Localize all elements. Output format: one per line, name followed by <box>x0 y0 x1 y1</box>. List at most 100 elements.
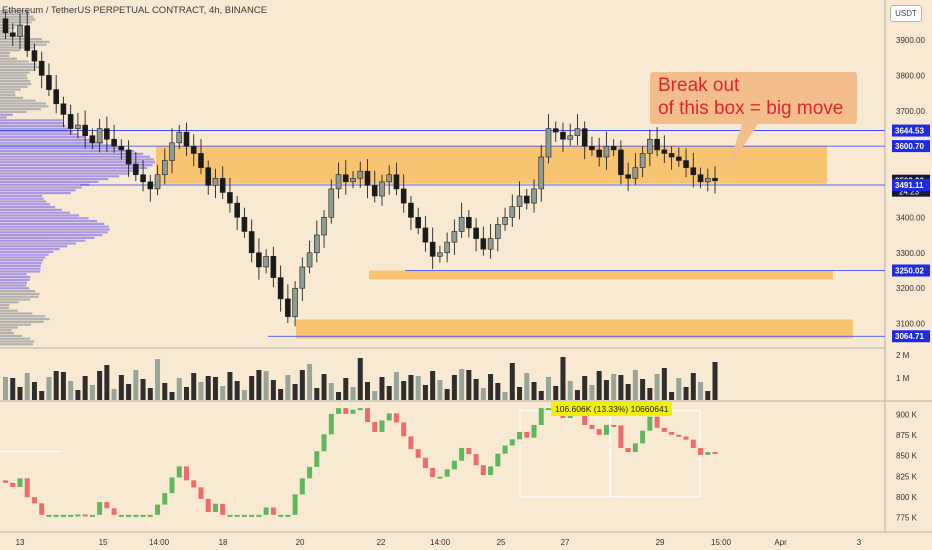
obv-candle <box>683 436 689 440</box>
profile-bar <box>0 301 19 304</box>
profile-bar <box>0 172 130 175</box>
obv-candle <box>111 508 117 515</box>
obv-candle <box>386 413 392 421</box>
profile-bar <box>0 337 31 340</box>
profile-bar <box>0 332 15 335</box>
profile-bar <box>0 312 33 315</box>
profile-bar <box>0 315 46 318</box>
obv-candle <box>437 476 443 479</box>
candle-body <box>668 153 675 158</box>
volume-bar <box>270 380 276 400</box>
profile-bar <box>0 99 36 102</box>
obv-candle <box>68 514 74 517</box>
candle-body <box>227 192 233 204</box>
obv-candle <box>97 502 103 515</box>
obv-candle <box>611 424 617 427</box>
candle-body <box>9 32 16 37</box>
candle-body <box>473 227 479 239</box>
price-tick-label: 3100.00 <box>896 320 925 329</box>
profile-bar <box>0 295 39 298</box>
price-label-text: 3491.11 <box>895 181 924 190</box>
profile-bar <box>0 334 23 337</box>
volume-bar <box>155 359 161 400</box>
candle-body <box>321 216 327 236</box>
candle-body <box>357 170 364 179</box>
candle-body <box>38 60 45 76</box>
profile-bar <box>0 256 46 259</box>
time-tick-label: 22 <box>377 538 386 547</box>
profile-bar <box>0 309 18 312</box>
candle-body <box>256 252 262 268</box>
profile-bar <box>0 141 104 144</box>
candle-body <box>408 202 414 218</box>
candle-body <box>625 174 631 179</box>
time-tick-label: 15 <box>99 538 108 547</box>
obv-candle <box>147 514 153 517</box>
volume-bar <box>582 376 588 400</box>
volume-bar <box>126 384 132 400</box>
profile-bar <box>0 57 18 60</box>
candle-body <box>82 124 88 137</box>
profile-bar <box>0 248 60 251</box>
obv-candle <box>140 514 146 517</box>
volume-bar <box>415 376 421 400</box>
currency-button[interactable]: USDT <box>890 5 922 22</box>
profile-bar <box>0 180 99 183</box>
volume-bar <box>524 373 530 400</box>
profile-bar <box>0 186 82 189</box>
profile-bar <box>0 110 27 113</box>
obv-candle <box>444 469 450 477</box>
candle-body <box>17 25 23 37</box>
obv-candle <box>669 431 675 435</box>
candle-body <box>183 131 190 147</box>
candle-body <box>46 75 52 90</box>
profile-bar <box>0 164 153 167</box>
volume-bar <box>53 371 59 400</box>
obv-candle <box>676 434 682 437</box>
time-tick-label: 15:00 <box>711 538 732 547</box>
volume-bar <box>89 385 95 400</box>
profile-bar <box>0 169 140 172</box>
time-tick-label: 14:00 <box>149 538 170 547</box>
candle-body <box>147 181 154 190</box>
time-tick-label: 20 <box>296 538 305 547</box>
profile-bar <box>0 96 24 99</box>
profile-bar <box>0 138 94 141</box>
volume-bar <box>198 382 204 400</box>
obv-candle <box>654 416 660 428</box>
profile-bar <box>0 102 46 105</box>
volume-bar <box>393 372 399 400</box>
callout-line-1: Break out <box>658 75 740 96</box>
profile-bar <box>0 200 47 203</box>
profile-bar <box>0 85 28 88</box>
profile-bar <box>0 340 35 343</box>
price-label-text: 3644.53 <box>895 127 924 136</box>
obv-candle <box>314 451 320 467</box>
volume-bar <box>705 391 711 400</box>
profile-bar <box>0 273 27 276</box>
price-label-text: 3064.71 <box>895 332 924 341</box>
candle-body <box>350 177 356 183</box>
obv-candle <box>618 425 624 448</box>
profile-bar <box>0 88 21 91</box>
volume-bar <box>654 374 660 400</box>
obv-candle <box>712 452 718 455</box>
profile-bar <box>0 189 76 192</box>
volume-profile <box>0 10 155 346</box>
volume-bar <box>632 370 638 400</box>
candle-body <box>2 18 9 34</box>
candle-body <box>393 174 400 190</box>
profile-bar <box>0 250 54 253</box>
volume-bar <box>560 357 566 400</box>
profile-bar <box>0 267 41 270</box>
volume-bar <box>473 379 479 400</box>
obv-candle <box>198 487 204 499</box>
profile-bar <box>0 211 70 214</box>
candle-body <box>451 231 458 243</box>
candle-body <box>169 142 175 161</box>
volume-bar <box>256 370 262 400</box>
profile-bar <box>0 326 19 329</box>
profile-bar <box>0 228 110 231</box>
candle-body <box>661 149 668 154</box>
